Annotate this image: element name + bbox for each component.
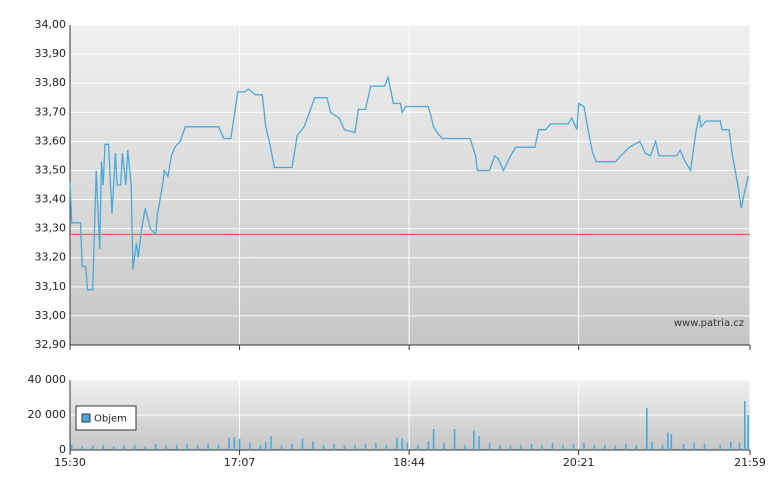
volume-bar <box>112 446 115 450</box>
x-tick-label: 17:07 <box>224 456 256 469</box>
volume-bar <box>488 443 491 450</box>
volume-bar <box>473 430 475 450</box>
volume-bar <box>478 436 480 450</box>
y-tick-label: 33,40 <box>35 193 67 206</box>
volume-bar <box>738 443 741 450</box>
volume-bar <box>144 446 146 450</box>
volume-bar <box>593 444 596 450</box>
volume-bar <box>614 445 617 450</box>
volume-bar <box>233 436 236 450</box>
volume-bar <box>667 432 669 450</box>
volume-bar <box>196 444 199 450</box>
watermark: www.patria.cz <box>674 318 744 329</box>
volume-bar <box>509 445 512 450</box>
y-tick-label: 33,00 <box>35 309 67 322</box>
x-tick-label: 15:30 <box>54 456 86 469</box>
volume-bar <box>464 444 466 450</box>
volume-bar <box>646 408 648 450</box>
volume-bar <box>530 443 533 450</box>
y-tick-label: 33,90 <box>35 47 67 60</box>
volume-bar <box>719 444 722 450</box>
volume-bar <box>312 441 314 450</box>
volume-bar <box>249 443 251 450</box>
volume-bar <box>661 444 664 450</box>
volume-bar <box>729 441 732 450</box>
price-panel <box>70 25 750 345</box>
x-tick-label: 18:44 <box>393 456 425 469</box>
y-tick-label: 34,00 <box>35 18 67 31</box>
volume-bar <box>123 445 125 450</box>
volume-bar <box>670 434 673 450</box>
volume-bar <box>291 443 293 450</box>
volume-bar <box>70 444 73 450</box>
volume-bar <box>417 444 419 450</box>
volume-bar <box>280 445 283 450</box>
volume-bar <box>270 436 272 450</box>
y-tick-label: 33,50 <box>35 163 67 176</box>
volume-bar <box>743 401 746 450</box>
volume-bar <box>186 443 188 450</box>
volume-bar <box>385 444 388 450</box>
volume-bar <box>572 443 575 450</box>
y-tick-label: 33,10 <box>35 280 67 293</box>
volume-bar <box>264 442 267 450</box>
volume-bar <box>747 415 750 450</box>
volume-bar <box>217 444 220 450</box>
volume-bar <box>91 445 94 450</box>
volume-bar <box>520 444 522 450</box>
price-line <box>69 75 749 291</box>
volume-bar <box>499 444 501 450</box>
volume-bar <box>165 445 167 450</box>
volume-bar <box>453 429 456 450</box>
y-tick-label: 33,30 <box>35 222 67 235</box>
y-tick-label: 32,90 <box>35 338 67 351</box>
x-tick-label: 20:21 <box>563 456 595 469</box>
volume-bar <box>364 443 367 450</box>
y-tick-label: 33,20 <box>35 251 67 264</box>
volume-bar <box>703 443 706 450</box>
volume-bar <box>133 444 136 450</box>
y-tick-label: 33,60 <box>35 134 67 147</box>
volume-bar <box>401 438 403 450</box>
volume-bar <box>333 443 335 450</box>
volume-bar <box>238 438 241 450</box>
volume-bar <box>207 443 209 450</box>
volume-bar <box>432 429 435 450</box>
volume-bar <box>301 438 304 450</box>
volume-bar <box>259 444 262 450</box>
volume-bar <box>81 446 84 450</box>
volume-bar <box>322 444 325 450</box>
volume-bar <box>354 444 356 450</box>
y-tick-label: 40 000 <box>28 373 67 386</box>
legend-swatch <box>81 413 91 423</box>
volume-bar <box>175 444 178 450</box>
volume-bar <box>443 443 445 450</box>
volume-bar <box>154 443 157 450</box>
volume-bar <box>635 444 638 450</box>
y-tick-label: 33,70 <box>35 105 67 118</box>
volume-bar <box>651 442 653 450</box>
volume-bar <box>396 437 398 450</box>
y-tick-label: 20 000 <box>28 408 67 421</box>
legend-label: Objem <box>94 414 127 425</box>
volume-bar <box>583 443 585 450</box>
volume-bar <box>406 443 409 450</box>
volume-bar <box>604 444 606 450</box>
volume-bar <box>102 444 105 450</box>
x-tick-label: 21:59 <box>734 456 766 469</box>
volume-bar <box>427 441 430 450</box>
volume-bar <box>343 445 346 450</box>
volume-bar <box>562 444 564 450</box>
volume-bar <box>625 443 627 450</box>
y-tick-label: 0 <box>59 443 66 456</box>
y-tick-label: 33,80 <box>35 76 67 89</box>
volume-bar <box>551 443 554 450</box>
volume-bar <box>375 443 377 450</box>
volume-bar <box>228 437 230 450</box>
volume-bar <box>693 443 695 450</box>
volume-bar <box>682 443 685 450</box>
volume-bar <box>541 444 543 450</box>
